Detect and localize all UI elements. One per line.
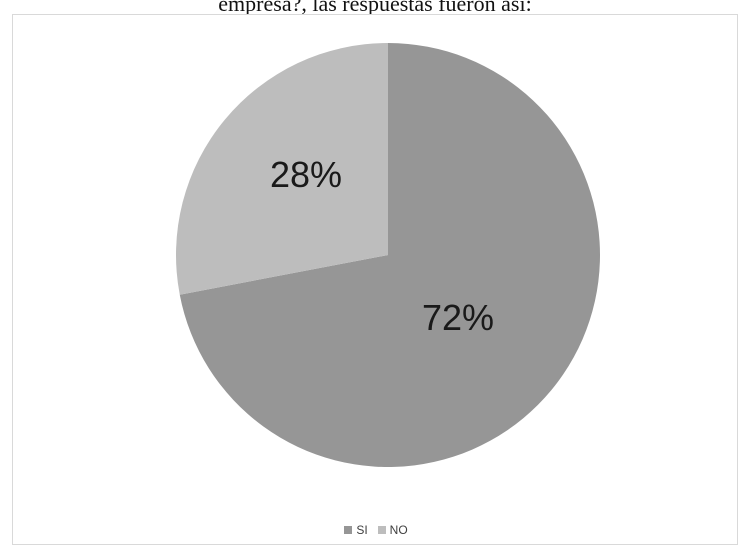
legend-item-si: SI xyxy=(344,523,368,537)
slice-label-si: 72% xyxy=(422,297,494,338)
chart-legend: SI NO xyxy=(13,523,739,537)
pie-labels: 72% 28% xyxy=(270,154,494,338)
pie-slices xyxy=(175,43,601,468)
slice-label-no: 28% xyxy=(270,154,342,195)
page-caption: empresa?, las respuestas fueron así: xyxy=(218,0,532,16)
legend-item-no: NO xyxy=(377,523,408,537)
legend-swatch-no xyxy=(377,526,386,534)
legend-label-no: NO xyxy=(389,523,408,537)
pie-slice-no xyxy=(175,43,388,295)
pie-slice-si xyxy=(179,43,601,468)
legend-swatch-si xyxy=(344,526,353,534)
pie-chart: 72% 28% xyxy=(175,43,601,468)
chart-frame: 72% 28% SI NO xyxy=(12,14,738,545)
legend-label-si: SI xyxy=(356,523,368,537)
